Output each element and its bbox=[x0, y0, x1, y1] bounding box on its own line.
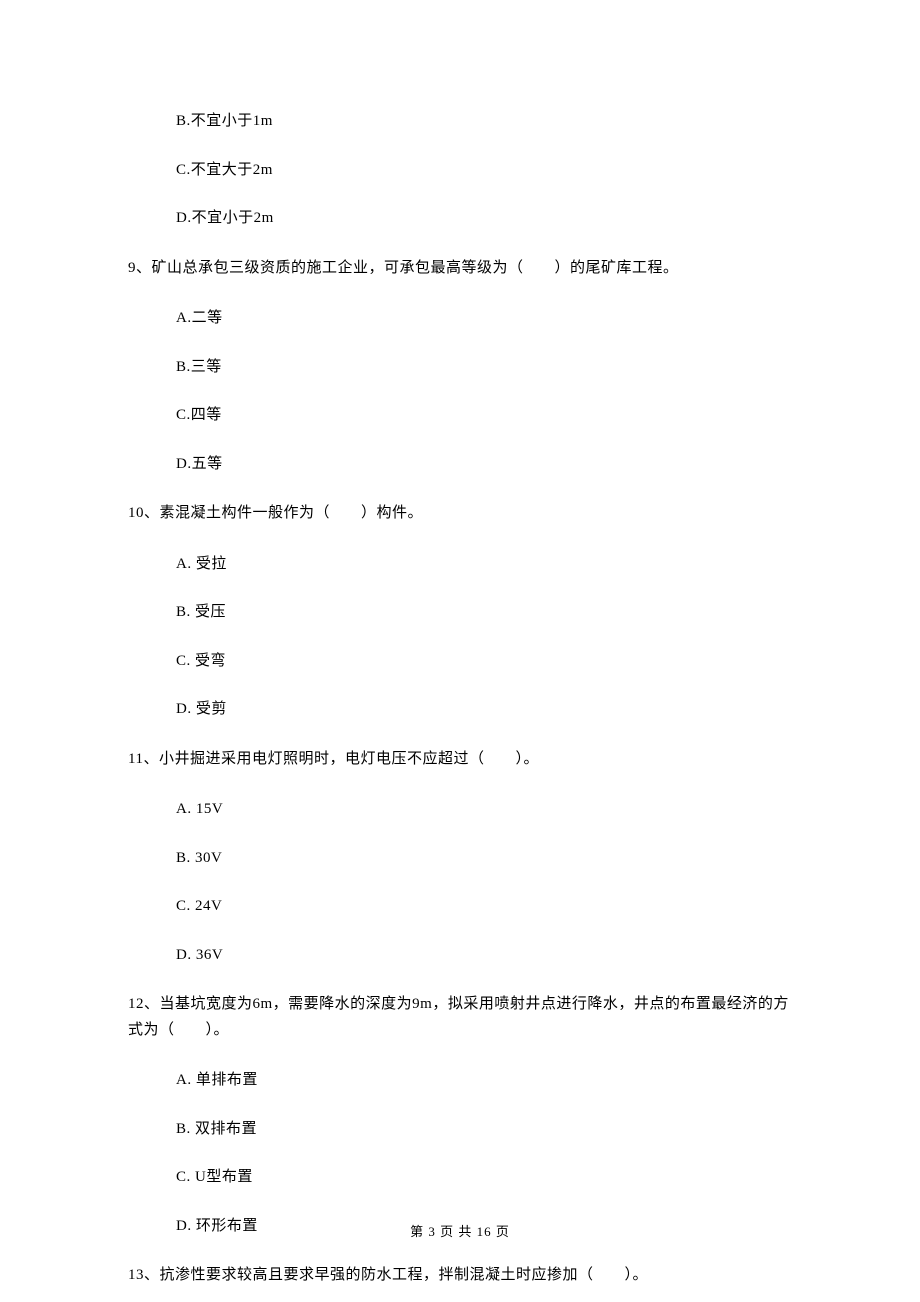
document-content: B.不宜小于1m C.不宜大于2m D.不宜小于2m 9、矿山总承包三级资质的施… bbox=[0, 0, 920, 1289]
q12-option-a: A. 单排布置 bbox=[176, 1069, 792, 1092]
q9-option-b: B.三等 bbox=[176, 356, 792, 379]
q12-option-c: C. U型布置 bbox=[176, 1166, 792, 1189]
q10-option-a: A. 受拉 bbox=[176, 553, 792, 576]
q11-option-b: B. 30V bbox=[176, 847, 792, 870]
q10-option-c: C. 受弯 bbox=[176, 650, 792, 673]
q8-option-c: C.不宜大于2m bbox=[176, 159, 792, 182]
q11-option-d: D. 36V bbox=[176, 944, 792, 967]
q11-text: 11、小井掘进采用电灯照明时，电灯电压不应超过（ ）。 bbox=[128, 747, 792, 773]
q10-text: 10、素混凝土构件一般作为（ ）构件。 bbox=[128, 501, 792, 527]
q12-text: 12、当基坑宽度为6m，需要降水的深度为9m，拟采用喷射井点进行降水，井点的布置… bbox=[128, 992, 792, 1043]
q11-option-a: A. 15V bbox=[176, 798, 792, 821]
q9-option-c: C.四等 bbox=[176, 404, 792, 427]
q9-text: 9、矿山总承包三级资质的施工企业，可承包最高等级为（ ）的尾矿库工程。 bbox=[128, 256, 792, 282]
page-footer: 第 3 页 共 16 页 bbox=[0, 1221, 920, 1240]
q8-option-b: B.不宜小于1m bbox=[176, 110, 792, 133]
q9-option-a: A.二等 bbox=[176, 307, 792, 330]
q9-option-d: D.五等 bbox=[176, 453, 792, 476]
q13-text: 13、抗渗性要求较高且要求早强的防水工程，拌制混凝土时应掺加（ ）。 bbox=[128, 1263, 792, 1289]
q10-option-b: B. 受压 bbox=[176, 601, 792, 624]
q8-option-d: D.不宜小于2m bbox=[176, 207, 792, 230]
q11-option-c: C. 24V bbox=[176, 895, 792, 918]
q10-option-d: D. 受剪 bbox=[176, 698, 792, 721]
q12-option-b: B. 双排布置 bbox=[176, 1118, 792, 1141]
